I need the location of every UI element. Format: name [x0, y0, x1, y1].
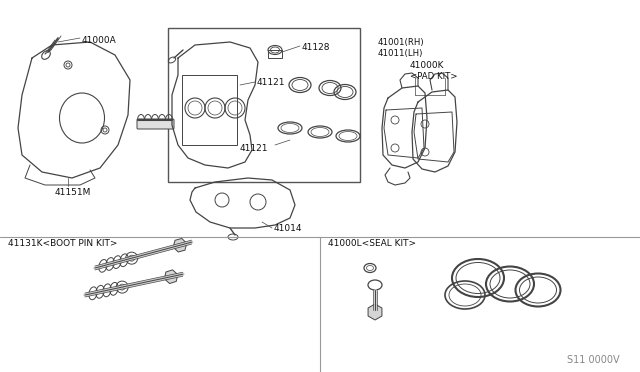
Text: 41001(RH): 41001(RH)	[378, 38, 424, 46]
Text: 41014: 41014	[274, 224, 303, 232]
Text: 41131K<BOOT PIN KIT>: 41131K<BOOT PIN KIT>	[8, 240, 118, 248]
Bar	[182, 75, 237, 145]
Text: S11 0000V: S11 0000V	[568, 355, 620, 365]
Bar	[168, 28, 360, 182]
Text: 41121: 41121	[240, 144, 269, 153]
Text: 41151M: 41151M	[55, 187, 92, 196]
Text: 41121: 41121	[257, 77, 285, 87]
Bar	[268, 50, 282, 58]
FancyBboxPatch shape	[137, 119, 174, 129]
Text: <PAD KIT>: <PAD KIT>	[410, 71, 458, 80]
Text: 41000A: 41000A	[82, 35, 116, 45]
Text: 41128: 41128	[302, 42, 330, 51]
Text: 41000K: 41000K	[410, 61, 445, 70]
Text: 41011(LH): 41011(LH)	[378, 48, 424, 58]
Text: 41000L<SEAL KIT>: 41000L<SEAL KIT>	[328, 240, 416, 248]
